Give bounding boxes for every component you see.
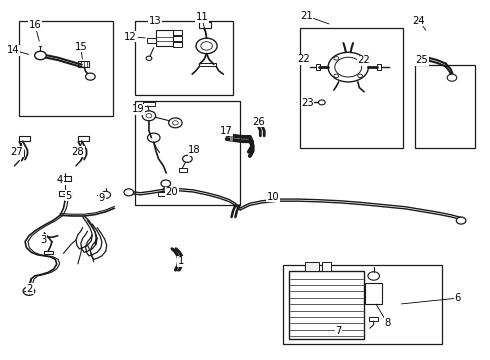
Text: 5: 5 (65, 190, 72, 201)
Bar (173, 36, 182, 41)
Circle shape (334, 57, 339, 60)
Bar (143, 102, 155, 106)
Text: 26: 26 (252, 117, 265, 127)
Text: 16: 16 (29, 21, 42, 31)
Bar (377, 64, 381, 70)
Bar (289, 271, 364, 339)
Text: 3: 3 (40, 235, 47, 245)
Bar (283, 265, 442, 344)
Bar (158, 192, 166, 196)
Text: 6: 6 (454, 293, 461, 303)
Text: 28: 28 (72, 147, 84, 157)
Text: 15: 15 (74, 42, 87, 51)
Circle shape (101, 191, 111, 198)
Text: 22: 22 (297, 54, 310, 64)
Text: 22: 22 (358, 55, 370, 65)
Bar (59, 176, 71, 181)
Circle shape (456, 217, 466, 224)
Text: 1: 1 (177, 256, 184, 266)
Bar (173, 42, 182, 47)
Text: 7: 7 (336, 326, 342, 336)
Circle shape (368, 272, 379, 280)
Text: 12: 12 (124, 32, 137, 42)
Circle shape (183, 155, 192, 162)
Bar (305, 262, 319, 271)
Circle shape (35, 51, 46, 60)
Text: 21: 21 (300, 11, 313, 21)
Bar (135, 101, 240, 205)
Circle shape (358, 57, 363, 60)
Bar (199, 63, 216, 66)
Text: 23: 23 (301, 98, 314, 108)
Bar (322, 262, 331, 271)
Bar (179, 168, 187, 171)
Circle shape (146, 114, 152, 118)
Bar (44, 251, 53, 254)
Circle shape (124, 189, 134, 196)
Bar (416, 66, 475, 148)
Bar (59, 191, 71, 195)
Bar (19, 21, 113, 117)
Circle shape (328, 52, 368, 82)
Bar (199, 22, 211, 28)
Text: 10: 10 (267, 192, 279, 202)
Circle shape (172, 121, 178, 125)
Circle shape (358, 74, 363, 78)
Text: 2: 2 (26, 284, 33, 294)
Text: 8: 8 (384, 318, 390, 328)
Circle shape (201, 42, 212, 50)
Bar (147, 38, 156, 43)
Text: 13: 13 (148, 16, 161, 26)
Circle shape (161, 180, 171, 187)
Bar (156, 30, 173, 46)
Circle shape (334, 74, 339, 78)
Bar (135, 21, 233, 95)
Bar (78, 62, 89, 67)
Circle shape (335, 57, 362, 77)
Bar (316, 64, 320, 70)
Circle shape (147, 133, 160, 142)
Bar (78, 136, 89, 141)
Bar (365, 283, 382, 304)
Circle shape (447, 74, 457, 81)
Bar (300, 28, 403, 148)
Text: 24: 24 (413, 15, 425, 26)
Text: 19: 19 (132, 104, 145, 114)
Bar (173, 30, 182, 35)
Text: 9: 9 (98, 193, 105, 203)
Circle shape (86, 73, 95, 80)
Circle shape (318, 100, 325, 105)
Circle shape (421, 56, 429, 62)
Text: 20: 20 (166, 187, 178, 197)
Text: 4: 4 (57, 175, 63, 185)
Text: 25: 25 (416, 55, 428, 65)
Bar (19, 136, 30, 141)
Text: 27: 27 (10, 147, 24, 157)
Text: 11: 11 (196, 12, 208, 22)
Circle shape (146, 56, 152, 60)
Text: 17: 17 (220, 126, 232, 136)
Circle shape (23, 287, 35, 295)
Circle shape (196, 38, 217, 54)
Circle shape (169, 118, 182, 128)
Text: 18: 18 (188, 145, 201, 155)
Circle shape (142, 111, 156, 121)
Bar (369, 317, 378, 321)
Text: 14: 14 (7, 45, 20, 55)
